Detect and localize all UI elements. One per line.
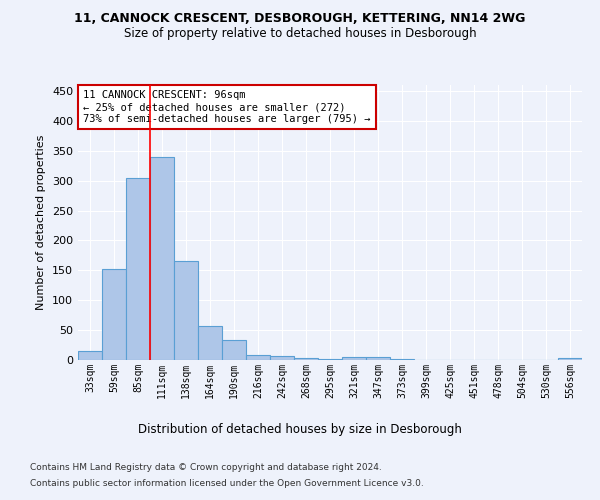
Bar xyxy=(390,359,414,360)
Bar xyxy=(342,357,366,360)
Bar xyxy=(174,262,198,360)
Text: Contains public sector information licensed under the Open Government Licence v3: Contains public sector information licen… xyxy=(30,479,424,488)
Bar xyxy=(198,326,222,360)
Bar xyxy=(366,357,390,360)
Text: Distribution of detached houses by size in Desborough: Distribution of detached houses by size … xyxy=(138,422,462,436)
Bar xyxy=(246,355,270,360)
Bar xyxy=(222,340,246,360)
Bar xyxy=(558,358,582,360)
Text: Size of property relative to detached houses in Desborough: Size of property relative to detached ho… xyxy=(124,28,476,40)
Text: 11, CANNOCK CRESCENT, DESBOROUGH, KETTERING, NN14 2WG: 11, CANNOCK CRESCENT, DESBOROUGH, KETTER… xyxy=(74,12,526,26)
Bar xyxy=(126,178,150,360)
Bar xyxy=(150,156,174,360)
Bar xyxy=(294,358,318,360)
Bar xyxy=(102,268,126,360)
Bar xyxy=(270,356,294,360)
Y-axis label: Number of detached properties: Number of detached properties xyxy=(37,135,46,310)
Text: 11 CANNOCK CRESCENT: 96sqm
← 25% of detached houses are smaller (272)
73% of sem: 11 CANNOCK CRESCENT: 96sqm ← 25% of deta… xyxy=(83,90,371,124)
Bar xyxy=(318,359,342,360)
Bar xyxy=(78,351,102,360)
Text: Contains HM Land Registry data © Crown copyright and database right 2024.: Contains HM Land Registry data © Crown c… xyxy=(30,462,382,471)
